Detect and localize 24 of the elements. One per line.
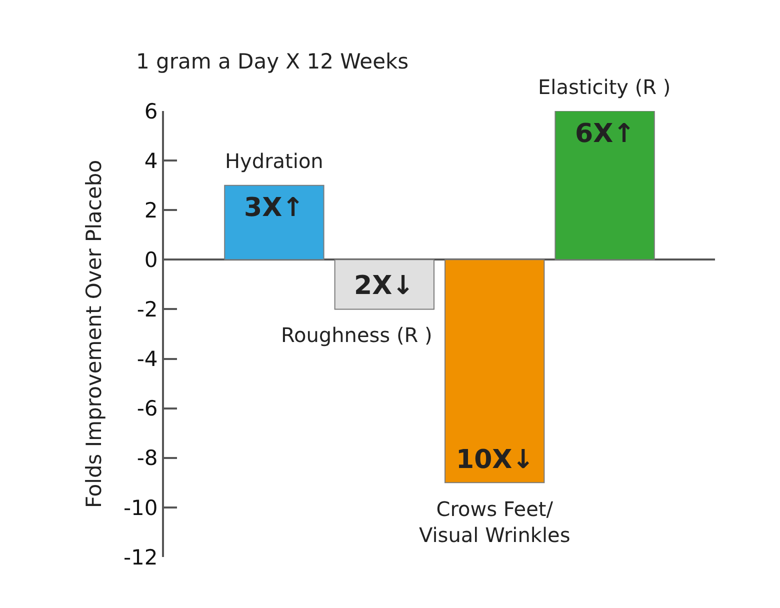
chart-title: 1 gram a Day X 12 Weeks xyxy=(136,49,409,74)
y-tick-label: -2 xyxy=(136,298,158,322)
y-tick-label: 2 xyxy=(144,198,158,222)
y-tick-label: -10 xyxy=(123,496,158,520)
bar xyxy=(554,111,655,260)
y-tick-label: -8 xyxy=(136,446,158,470)
x-tick-label: Hydration xyxy=(225,149,324,173)
x-tick-label: Roughness (R ) xyxy=(281,323,432,347)
bar xyxy=(224,184,324,260)
annotation: 6X↑ xyxy=(575,119,635,149)
annotation: 2X↓ xyxy=(354,271,414,301)
x-tick-label: Elasticity (R ) xyxy=(538,75,671,99)
y-tick-label: 0 xyxy=(144,248,158,272)
y-tick-label: -12 xyxy=(123,545,158,570)
y-axis-title: Folds Improvement Over Placebo xyxy=(82,160,106,508)
y-tick-label: -6 xyxy=(136,396,158,421)
y-tick-label: 6 xyxy=(144,99,158,124)
y-tick-label: -4 xyxy=(136,347,158,372)
bar xyxy=(444,259,545,484)
x-tick-label: Crows Feet/ Visual Wrinkles xyxy=(419,497,570,547)
annotation: 10X↓ xyxy=(456,445,534,475)
y-tick-label: 4 xyxy=(144,148,158,173)
bar xyxy=(334,259,434,310)
annotation: 3X↑ xyxy=(244,193,304,223)
